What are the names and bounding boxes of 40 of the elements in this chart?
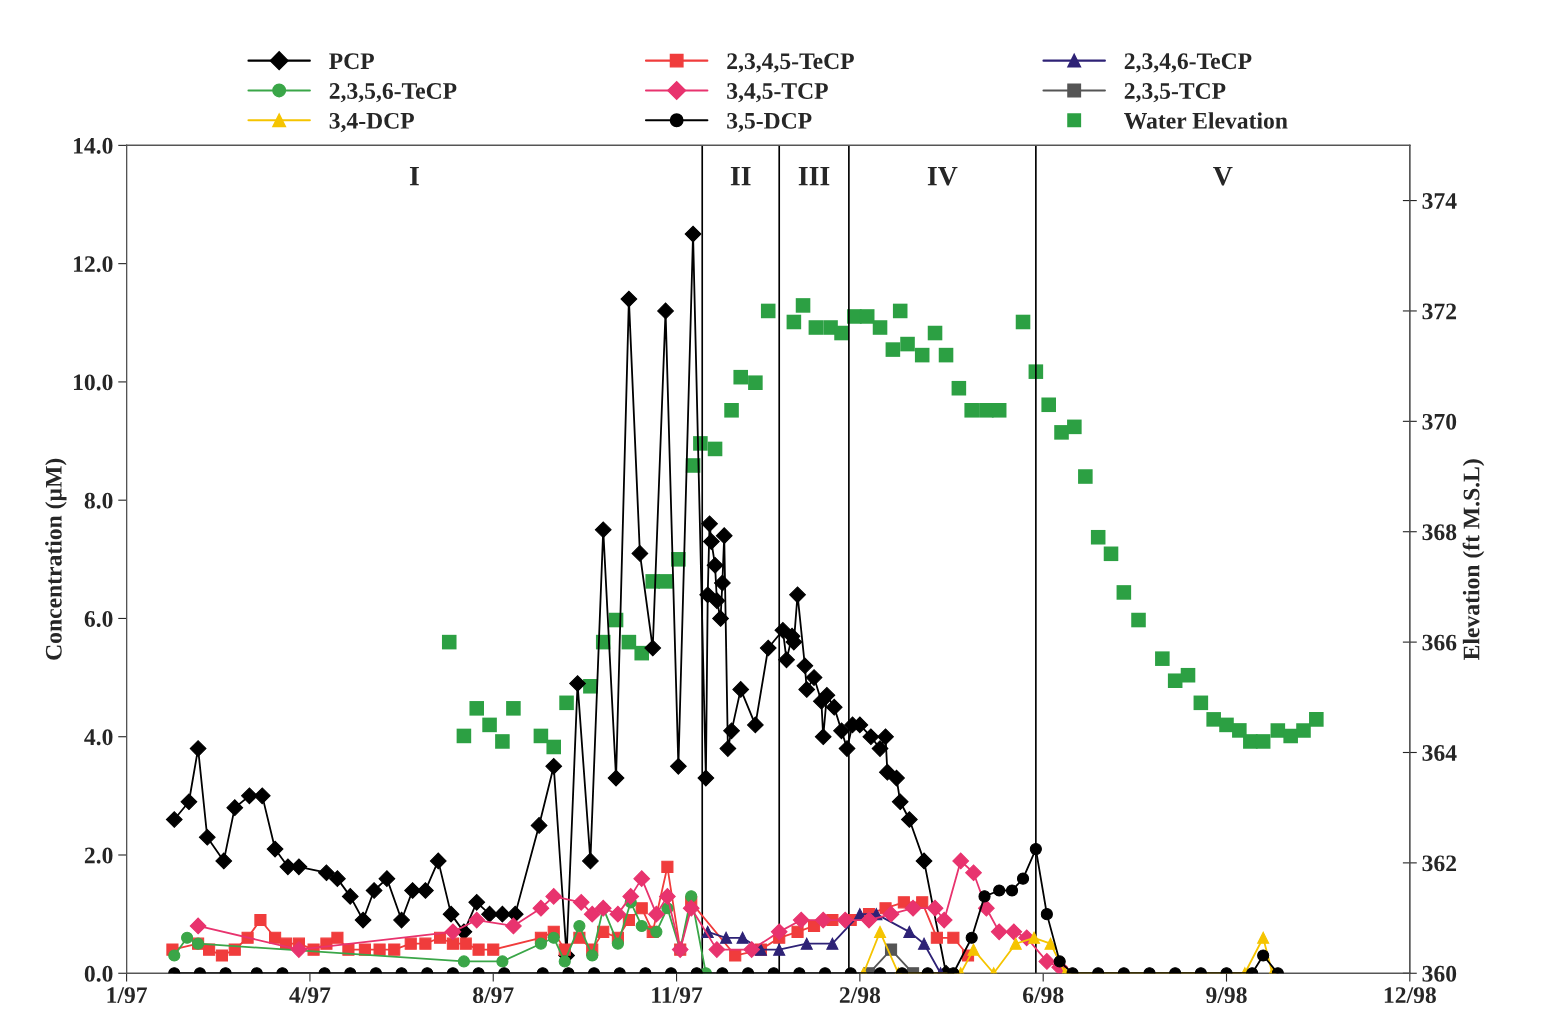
y2-axis-title: Elevation (ft M.S.L) [1462,459,1485,660]
legend-label: 2,3,4,5-TeCP [727,53,854,73]
x-tick-label: 2/98 [839,987,881,1004]
legend-label: 3,4-DCP [329,112,414,133]
annotation: II [730,166,751,186]
x-tick-label: 9/98 [1206,987,1247,1004]
legend-label: 2,3,4,6-TeCP [1124,53,1252,73]
y2-tick-label: 366 [1422,634,1457,651]
y2-tick-label: 374 [1422,193,1457,209]
y2-tick-label: 362 [1422,855,1457,872]
legend-label: PCP [329,53,374,70]
x-tick-label: 11/97 [652,987,703,1004]
y2-tick-label: 368 [1422,524,1457,541]
y-axis-title: Concentration (µM) [45,458,67,660]
legend-label: 3,5-DCP [727,112,812,133]
x-tick-label: 1/97 [107,987,148,1004]
annotation: IV [927,166,958,186]
legend-label: Water Elevation [1124,112,1288,129]
y2-tick-label: 372 [1422,303,1457,320]
x-tick-label: 8/97 [473,987,514,1004]
y2-tick-label: 370 [1422,413,1457,430]
legend-label: 3,4,5-TCP [727,83,828,103]
annotation: III [798,166,830,186]
y-tick-label: 12.0 [73,256,113,273]
legend-label: 2,3,5,6-TeCP [329,83,457,103]
y-tick-label: 2.0 [84,847,113,864]
annotation: V [1213,166,1233,186]
x-tick-label: 6/98 [1023,987,1064,1004]
y-tick-label: 4.0 [84,729,113,746]
y-tick-label: 10.0 [73,374,113,391]
y-tick-label: 14.0 [73,137,113,154]
y-tick-label: 6.0 [84,610,113,627]
y2-tick-label: 360 [1422,965,1457,982]
y2-tick-label: 364 [1422,745,1457,761]
y-tick-label: 8.0 [84,492,113,509]
x-tick-label: 12/98 [1384,987,1436,1004]
legend-label: 2,3,5-TCP [1124,83,1226,103]
y-tick-label: 0.0 [84,965,113,982]
annotation: I [409,166,419,186]
x-tick-label: 4/97 [289,987,331,1004]
